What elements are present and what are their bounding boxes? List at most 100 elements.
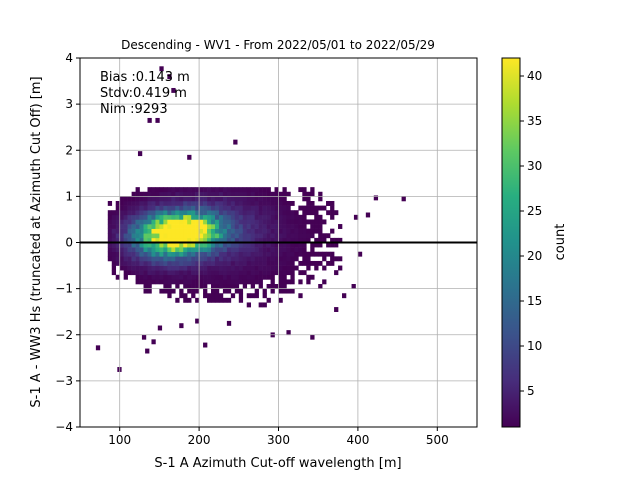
outlier-cell xyxy=(179,323,184,329)
heatmap-cell xyxy=(310,205,315,211)
outlier-cell xyxy=(357,251,363,257)
heatmap-cell xyxy=(334,242,339,248)
heatmap-cell xyxy=(111,237,117,243)
heatmap-cell xyxy=(139,200,144,206)
heatmap-cell xyxy=(278,260,283,266)
heatmap-cell xyxy=(234,191,240,197)
heatmap-cell xyxy=(151,247,156,253)
heatmap-cell xyxy=(310,260,315,266)
heatmap-cell xyxy=(294,265,299,271)
heatmap-cell xyxy=(266,237,271,243)
heatmap-cell xyxy=(278,284,283,289)
heatmap-cell xyxy=(163,210,168,216)
heatmap-cell xyxy=(187,187,192,193)
heatmap-cell xyxy=(203,293,208,299)
heatmap-cell xyxy=(191,224,196,229)
heatmap-cell xyxy=(187,214,192,220)
heatmap-cell xyxy=(238,205,244,211)
outlier-cell xyxy=(365,212,371,218)
heatmap-cell xyxy=(326,251,331,257)
heatmap-cell xyxy=(274,251,279,257)
heatmap-cell xyxy=(298,270,303,276)
heatmap-cell xyxy=(199,242,204,248)
heatmap-cell xyxy=(151,228,156,234)
heatmap-cell xyxy=(107,237,113,243)
heatmap-cell xyxy=(143,237,148,243)
heatmap-cell xyxy=(258,200,263,206)
heatmap-cell xyxy=(163,270,168,276)
heatmap-cell xyxy=(211,297,216,303)
heatmap-cell xyxy=(274,214,279,220)
heatmap-cell xyxy=(199,210,204,216)
heatmap-cell xyxy=(111,242,117,248)
heatmap-cell xyxy=(123,260,128,266)
heatmap-cell xyxy=(314,251,319,257)
heatmap-cell xyxy=(151,205,156,211)
heatmap-cell xyxy=(298,228,303,234)
heatmap-cell xyxy=(254,191,259,197)
heatmap-cell xyxy=(211,251,216,257)
heatmap-cell xyxy=(115,233,120,239)
heatmap-cell xyxy=(230,279,236,285)
heatmap-cell xyxy=(214,187,220,193)
heatmap-cell xyxy=(163,251,168,257)
heatmap-cell xyxy=(183,284,188,289)
heatmap-cell xyxy=(163,279,168,285)
heatmap-cell xyxy=(199,270,204,276)
outlier-cell xyxy=(373,195,379,201)
heatmap-cell xyxy=(163,214,168,220)
heatmap-cell xyxy=(183,233,188,239)
heatmap-cell xyxy=(330,214,335,220)
heatmap-cell xyxy=(226,251,232,257)
heatmap-cell xyxy=(155,191,160,197)
heatmap-cell xyxy=(258,270,263,276)
heatmap-cell xyxy=(250,242,255,248)
heatmap-cell xyxy=(179,265,184,271)
heatmap-cell xyxy=(262,200,267,206)
heatmap-cell xyxy=(167,228,172,234)
heatmap-cell xyxy=(270,260,275,266)
heatmap-cell xyxy=(330,200,335,206)
heatmap-cell xyxy=(111,214,117,220)
heatmap-cell xyxy=(199,205,204,211)
heatmap-cell xyxy=(226,256,232,262)
heatmap-cell xyxy=(218,205,224,211)
heatmap-cell xyxy=(183,224,188,229)
heatmap-cell xyxy=(246,260,252,266)
heatmap-cell xyxy=(306,237,311,243)
heatmap-cell xyxy=(151,256,156,262)
heatmap-cell xyxy=(214,297,220,303)
heatmap-cell xyxy=(230,251,236,257)
heatmap-cell xyxy=(298,242,303,248)
heatmap-cell xyxy=(234,270,240,276)
heatmap-cell xyxy=(199,260,204,266)
heatmap-cell xyxy=(135,210,140,216)
heatmap-cell xyxy=(230,219,236,225)
heatmap-cell xyxy=(143,196,148,202)
heatmap-cell xyxy=(242,251,248,257)
heatmap-cell xyxy=(278,242,283,248)
heatmap-cell xyxy=(234,279,240,285)
heatmap-cell xyxy=(147,274,152,280)
heatmap-cell xyxy=(147,247,152,253)
heatmap-cell xyxy=(183,274,188,280)
heatmap-cell xyxy=(119,233,124,239)
heatmap-cell xyxy=(207,242,212,248)
heatmap-cell xyxy=(218,210,224,216)
heatmap-cell xyxy=(218,293,224,299)
heatmap-cell xyxy=(326,260,331,266)
y-tick-label: 1 xyxy=(65,189,73,203)
heatmap-cell xyxy=(131,265,136,271)
heatmap-cell xyxy=(167,251,172,257)
heatmap-cell xyxy=(218,274,224,280)
heatmap-cell xyxy=(266,270,271,276)
heatmap-cell xyxy=(143,219,148,225)
heatmap-cell xyxy=(195,251,200,257)
heatmap-cell xyxy=(187,205,192,211)
heatmap-cell xyxy=(298,293,303,299)
heatmap-cell xyxy=(238,297,244,303)
heatmap-cell xyxy=(226,270,232,276)
heatmap-cell xyxy=(139,279,144,285)
heatmap-cell xyxy=(155,242,160,248)
heatmap-cell xyxy=(171,228,176,234)
